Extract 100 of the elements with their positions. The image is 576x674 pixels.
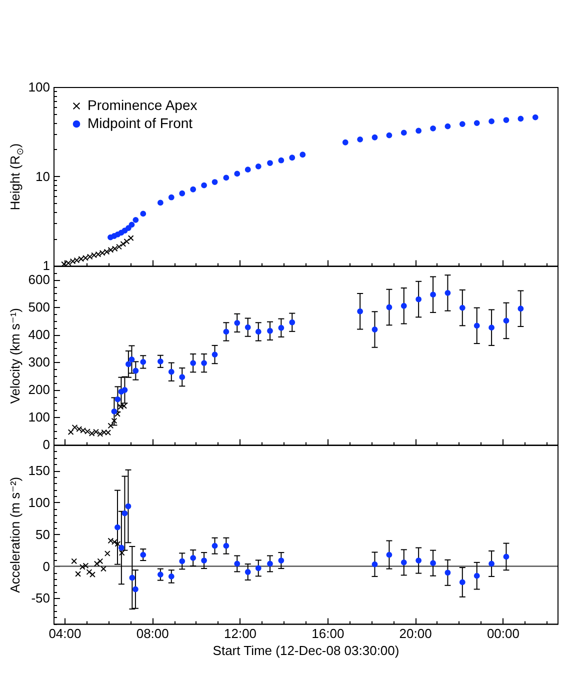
point: [488, 324, 494, 331]
point: [190, 360, 196, 366]
point: [157, 572, 164, 578]
point: [278, 558, 284, 564]
point: [86, 254, 93, 260]
point: [278, 157, 284, 164]
point: [459, 121, 466, 127]
point: [111, 408, 118, 414]
point: [430, 292, 436, 298]
y-tick-label: 50: [36, 526, 50, 542]
x-axis-title: Start Time (12-Dec-08 03:30:00): [212, 643, 400, 658]
point: [128, 235, 134, 241]
point: [416, 128, 422, 134]
point: [100, 566, 106, 572]
point: [104, 550, 110, 556]
point: [97, 558, 104, 564]
point: [157, 358, 164, 364]
point: [289, 154, 296, 161]
point: [459, 579, 466, 586]
y-tick-label: 300: [28, 354, 50, 370]
point: [79, 564, 86, 570]
point: [372, 326, 378, 332]
point: [255, 328, 262, 335]
point: [234, 560, 240, 567]
point: [97, 431, 104, 437]
point: [132, 217, 139, 223]
point: [430, 560, 436, 566]
y-tick-label: 150: [28, 463, 50, 478]
point: [108, 247, 114, 253]
y-tick-label: 100: [28, 494, 50, 510]
point: [212, 542, 218, 549]
point: [132, 368, 139, 374]
y-tick-label: 400: [28, 327, 50, 342]
point: [223, 328, 230, 335]
legend-label: Midpoint of Front: [88, 115, 193, 131]
y-tick-label: 500: [28, 300, 50, 315]
point: [140, 552, 146, 558]
point: [190, 186, 196, 192]
point: [223, 542, 230, 549]
point: [68, 429, 74, 436]
point: [244, 324, 251, 330]
point: [125, 225, 132, 231]
point: [122, 387, 128, 393]
point: [179, 374, 186, 380]
x-tick-label: 08:00: [136, 626, 169, 642]
point: [532, 114, 538, 120]
point: [300, 152, 306, 158]
point: [503, 117, 510, 123]
point: [444, 123, 451, 130]
x-tick-label: 12:00: [224, 626, 257, 642]
point: [129, 574, 136, 581]
y-axis-title: Acceleration (m s⁻²): [7, 476, 22, 593]
point: [278, 324, 284, 331]
legend-label: Prominence Apex: [88, 97, 198, 113]
point: [114, 540, 121, 547]
point: [474, 120, 480, 126]
point: [234, 170, 240, 177]
point: [503, 318, 510, 324]
point: [488, 118, 494, 124]
y-axis-title: Velocity (km s⁻¹): [7, 308, 22, 404]
point: [386, 304, 392, 310]
point: [125, 361, 132, 368]
point: [140, 359, 146, 365]
point: [518, 306, 524, 312]
point: [400, 130, 407, 136]
point: [416, 558, 422, 564]
point: [474, 322, 480, 329]
y-tick-label: 200: [28, 382, 50, 398]
point: [114, 524, 120, 530]
point: [400, 302, 407, 309]
point: [80, 427, 86, 434]
point: [201, 182, 207, 188]
point: [400, 559, 407, 566]
point: [503, 554, 510, 560]
point: [105, 430, 112, 436]
point: [474, 572, 480, 579]
point: [128, 222, 135, 228]
x-tick-label: 04:00: [48, 626, 82, 642]
point: [444, 570, 451, 576]
point: [140, 210, 146, 217]
point: [267, 560, 273, 567]
point: [234, 320, 240, 326]
point: [255, 164, 262, 170]
x-tick-label: 00:00: [486, 626, 520, 642]
point: [190, 555, 196, 561]
point: [168, 368, 174, 375]
point: [86, 569, 92, 575]
y-tick-label: 600: [28, 272, 50, 288]
point: [255, 565, 262, 572]
point: [223, 174, 230, 181]
point: [201, 558, 207, 564]
x-tick-label: 16:00: [312, 626, 344, 642]
point: [114, 396, 121, 402]
point: [94, 560, 100, 567]
point: [111, 539, 118, 545]
y-tick-label: 10: [36, 168, 50, 184]
y-tick-label: 1: [42, 258, 50, 274]
point: [125, 503, 132, 510]
point: [357, 308, 364, 314]
point: [179, 190, 186, 196]
